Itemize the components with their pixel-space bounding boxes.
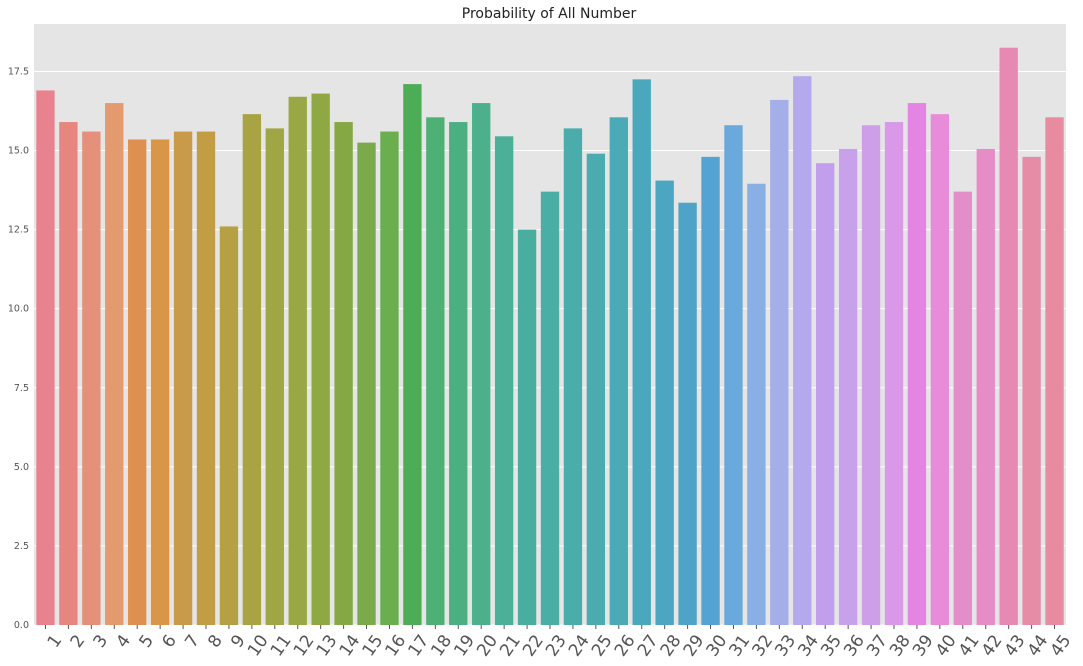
- bar-40: [930, 114, 950, 626]
- bar-38: [884, 122, 904, 625]
- x-tick-label: 5: [135, 631, 158, 651]
- y-tick-label: 5.0: [14, 462, 29, 473]
- bar-18: [426, 117, 445, 625]
- bar-36: [838, 148, 858, 625]
- x-tick-label: 3: [90, 631, 113, 651]
- bar-1: [36, 90, 55, 625]
- x-tick-label: 2: [67, 631, 90, 651]
- bar-13: [311, 93, 330, 625]
- bar-16: [380, 131, 399, 625]
- x-tick-label: 45: [1047, 631, 1076, 660]
- bar-43: [999, 47, 1018, 625]
- y-tick-label: 0.0: [14, 620, 29, 631]
- bar-20: [472, 103, 491, 625]
- x-tick-label: 6: [158, 631, 181, 651]
- bar-3: [82, 131, 101, 625]
- bar-27: [632, 79, 651, 625]
- bar-5: [128, 139, 147, 625]
- bar-31: [724, 125, 743, 625]
- bar-10: [242, 114, 262, 626]
- bar-14: [334, 122, 353, 625]
- bar-28: [655, 180, 674, 626]
- x-tick-label: 4: [113, 631, 136, 651]
- bar-8: [196, 131, 216, 625]
- bar-2: [59, 122, 78, 625]
- y-tick-labels: 0.0 2.5 5.0 7.5 10.0 12.5 15.0 17.5: [8, 66, 29, 631]
- bar-33: [770, 99, 789, 626]
- bar-19: [449, 122, 468, 625]
- bar-41: [953, 191, 972, 625]
- x-tick-label: 7: [181, 631, 204, 651]
- bar-26: [609, 117, 628, 625]
- bar-22: [517, 229, 537, 625]
- y-tick-label: 2.5: [14, 541, 29, 552]
- bar-21: [494, 136, 514, 625]
- bar-25: [586, 153, 606, 626]
- bar-34: [793, 76, 812, 625]
- bar-7: [173, 131, 193, 625]
- bar-44: [1022, 156, 1041, 625]
- bar-30: [701, 156, 720, 625]
- chart-title: Probability of All Number: [462, 6, 637, 22]
- bar-11: [265, 128, 284, 625]
- bar-39: [907, 103, 927, 625]
- y-tick-label: 10.0: [8, 304, 29, 315]
- bar-4: [105, 103, 124, 625]
- bar-17: [403, 84, 422, 626]
- bar-35: [816, 163, 835, 625]
- x-tick-labels: 1 2 3 4 5 6 7 8 91011121314151617181920212223242…: [44, 625, 1076, 660]
- bar-24: [563, 128, 583, 625]
- bar-45: [1045, 117, 1064, 625]
- bar-23: [540, 191, 560, 625]
- bar-29: [678, 202, 697, 625]
- x-tick-label: 8: [204, 631, 227, 651]
- bar-32: [747, 183, 766, 625]
- bars: [36, 47, 1064, 626]
- bar-42: [976, 148, 995, 625]
- bar-37: [861, 125, 881, 625]
- bar-15: [357, 142, 376, 626]
- x-tick-label: 1: [44, 631, 67, 651]
- y-tick-label: 12.5: [8, 225, 29, 236]
- bar-9: [219, 226, 239, 625]
- y-tick-label: 15.0: [8, 146, 29, 157]
- bar-6: [150, 139, 170, 625]
- y-tick-label: 17.5: [8, 66, 29, 77]
- y-tick-label: 7.5: [14, 383, 29, 394]
- bar-12: [288, 96, 307, 626]
